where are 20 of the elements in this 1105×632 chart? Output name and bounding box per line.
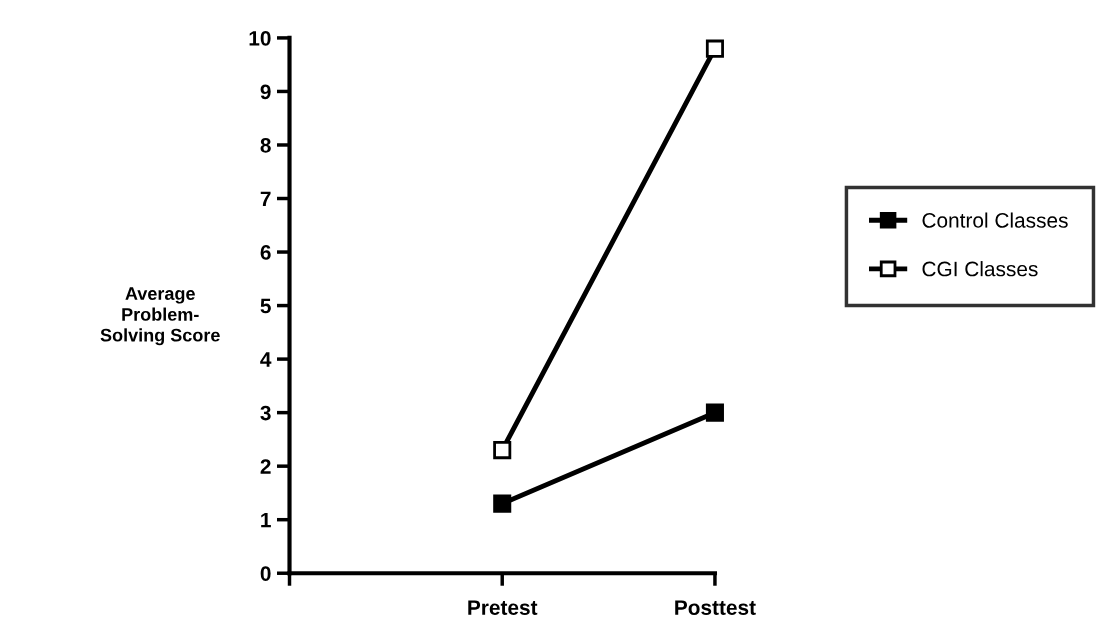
y-axis-title: Average Problem- Solving Score xyxy=(100,287,220,346)
y-tick-label: 10 xyxy=(249,30,271,46)
y-tick-label: 2 xyxy=(260,459,271,474)
y-tick-label: 0 xyxy=(260,566,271,581)
x-tick-label: Posttest xyxy=(675,600,756,615)
y-tick-label: 7 xyxy=(260,191,271,207)
y-tick-label: 9 xyxy=(260,84,271,100)
y-tick-label: 8 xyxy=(260,137,271,153)
point xyxy=(705,403,724,422)
legend-label: Control Classes xyxy=(922,212,1068,228)
x-tick-label: Pretest xyxy=(468,600,538,615)
y-tick-label: 4 xyxy=(260,352,272,367)
y-tick-label: 3 xyxy=(260,405,271,421)
point xyxy=(493,494,512,513)
y-tick-label: 5 xyxy=(260,298,271,314)
point xyxy=(705,39,724,58)
legend-label: CGI Classes xyxy=(922,261,1038,277)
point xyxy=(493,441,512,460)
y-tick-label: 1 xyxy=(261,512,271,528)
y-tick-label: 6 xyxy=(260,245,271,260)
